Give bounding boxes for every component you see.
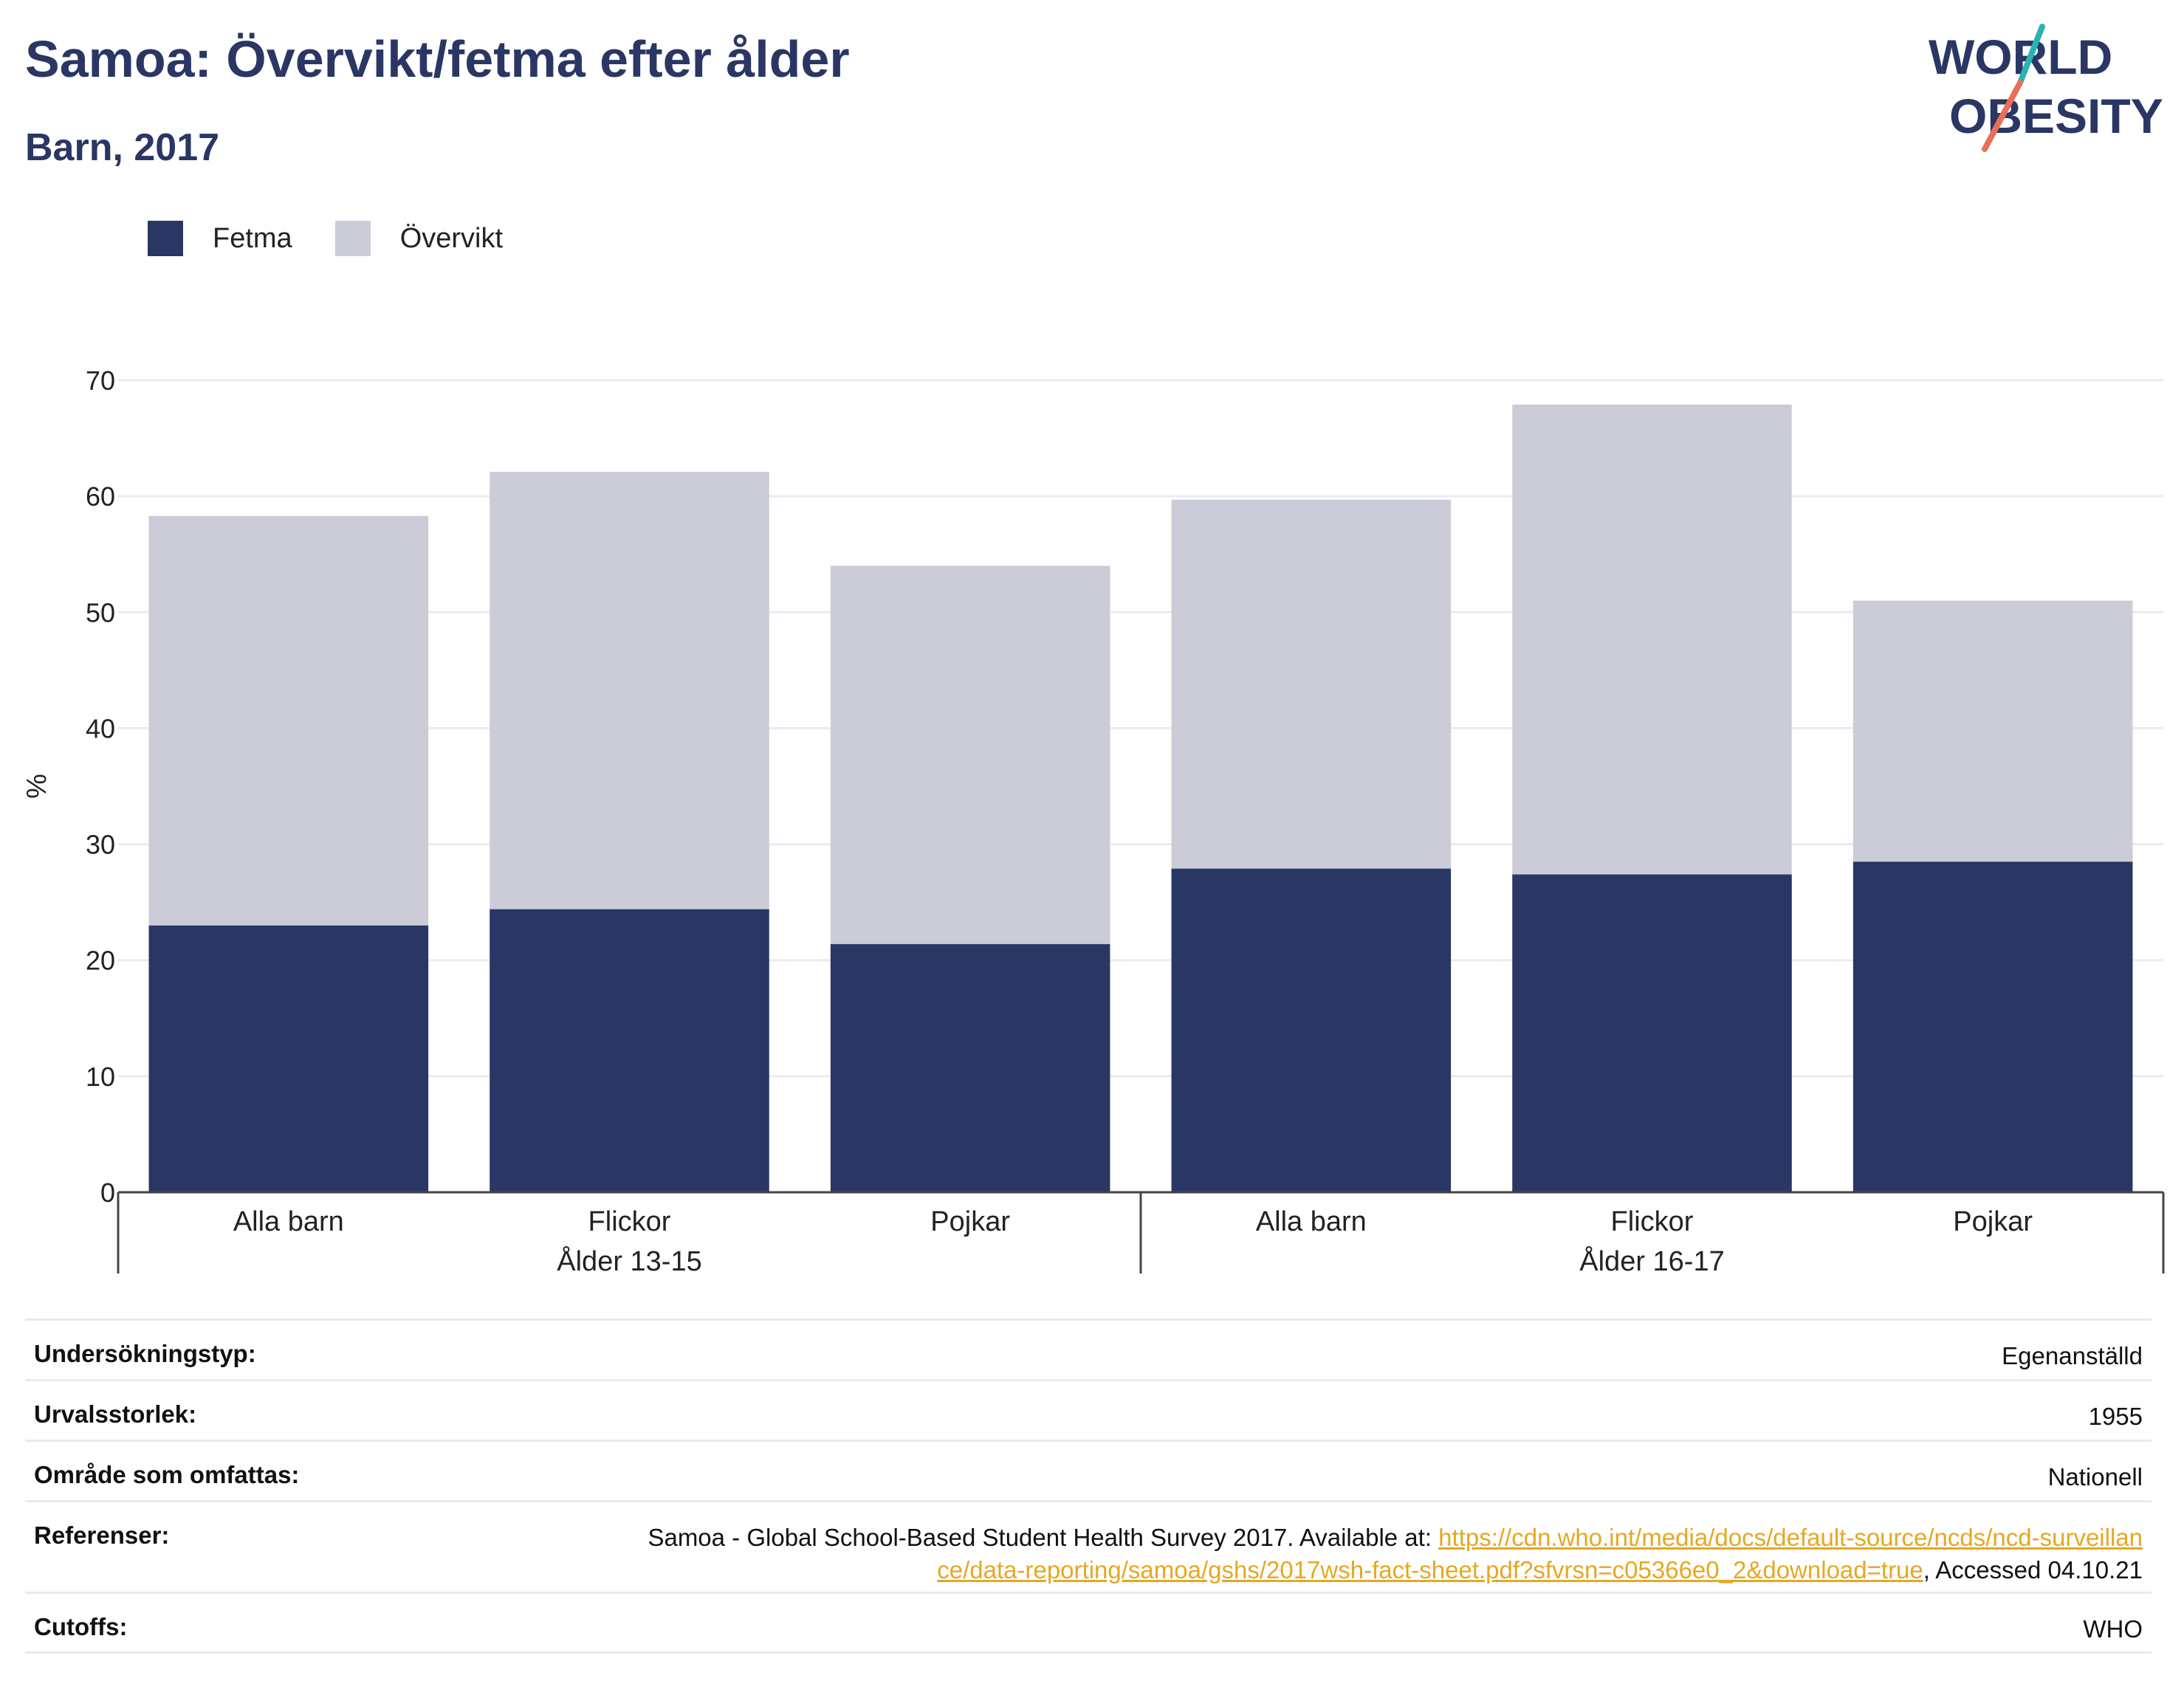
- bar-fetma: [148, 925, 429, 1192]
- reference-text: Samoa - Global School-Based Student Heal…: [648, 1524, 1439, 1551]
- y-tick-label: 0: [100, 1177, 115, 1208]
- info-row-references: Referenser: Samoa - Global School-Based …: [25, 1500, 2152, 1592]
- y-tick-label: 60: [86, 481, 115, 512]
- sample-size-value: 1955: [2088, 1403, 2143, 1430]
- info-row-cutoffs: Cutoffs: WHO: [25, 1592, 2152, 1654]
- stacked-bar-chart: 0 10 20 30 40 50 60 70% Alla barn Flickor Pojkar Al…: [21, 365, 2165, 1277]
- x-tick-label: Alla barn: [233, 1206, 344, 1237]
- y-tick-label: 50: [86, 597, 115, 628]
- bar-fetma: [1512, 874, 1792, 1192]
- legend-label-overvikt: Övervikt: [399, 222, 504, 254]
- sample-size-label: Urvalsstorlek:: [34, 1400, 197, 1428]
- legend-item-overvikt[interactable]: Övervikt: [334, 221, 504, 256]
- cutoffs-label: Cutoffs:: [34, 1613, 128, 1640]
- x-tick-label: Pojkar: [1953, 1206, 2033, 1237]
- legend-swatch-overvikt: [334, 221, 371, 256]
- bar-fetma: [1852, 862, 2133, 1192]
- bar-overvikt: [490, 472, 769, 910]
- y-tick-label: 10: [86, 1062, 115, 1092]
- bar-fetma: [490, 909, 769, 1192]
- x-tick-label: Alla barn: [1256, 1206, 1367, 1237]
- logo-slash-teal: [2017, 24, 2045, 86]
- group-label: Ålder 13-15: [557, 1245, 701, 1277]
- y-tick-label: 40: [86, 713, 115, 743]
- references-label: Referenser:: [34, 1522, 170, 1549]
- info-table: Undersökningstyp: Egenanställd Urvalssto…: [25, 1318, 2152, 1654]
- info-row-survey-type: Undersökningstyp: Egenanställd: [25, 1318, 2152, 1379]
- legend-swatch-fetma: [148, 221, 183, 256]
- x-tick-label: Pojkar: [930, 1206, 1010, 1237]
- legend-label-fetma: Fetma: [213, 222, 292, 254]
- coverage-value: Nationell: [2047, 1463, 2143, 1491]
- y-tick-label: 70: [86, 365, 115, 396]
- group-label: Ålder 16-17: [1579, 1245, 1724, 1277]
- bar-overvikt: [1171, 499, 1452, 869]
- reference-link[interactable]: https://cdn.who.int/media/docs/default-s…: [937, 1524, 2143, 1584]
- survey-type-label: Undersökningstyp:: [34, 1340, 256, 1367]
- x-tick-label: Flickor: [588, 1206, 671, 1237]
- bar-fetma: [830, 943, 1110, 1192]
- y-axis-title: %: [21, 774, 52, 799]
- references-value: Samoa - Global School-Based Student Heal…: [644, 1522, 2143, 1586]
- y-tick-label: 30: [86, 830, 115, 860]
- logo-line-obesity: OBESITY: [1949, 89, 2163, 143]
- info-row-sample-size: Urvalsstorlek: 1955: [25, 1379, 2152, 1440]
- reference-accessed: , Accessed 04.10.21: [1923, 1556, 2143, 1584]
- info-row-coverage: Område som omfattas: Nationell: [25, 1440, 2152, 1500]
- bar-overvikt: [1512, 405, 1792, 875]
- x-tick-label: Flickor: [1611, 1206, 1694, 1237]
- bar-overvikt: [148, 515, 429, 926]
- bar-overvikt: [1852, 600, 2133, 862]
- legend: Fetma Övervikt: [148, 218, 546, 259]
- cutoffs-value: WHO: [2083, 1615, 2143, 1643]
- bar-fetma: [1171, 868, 1452, 1192]
- y-tick-label: 20: [86, 946, 115, 976]
- bar-overvikt: [830, 565, 1110, 944]
- chart-subtitle: Barn, 2017: [25, 126, 220, 169]
- logo-slash-coral: [1982, 80, 2023, 152]
- legend-item-fetma[interactable]: Fetma: [148, 221, 292, 256]
- survey-type-value: Egenanställd: [2002, 1342, 2143, 1369]
- chart-title: Samoa: Övervikt/fetma efter ålder: [25, 30, 850, 88]
- world-obesity-logo: WORLD OBESITY: [1929, 24, 2163, 152]
- coverage-label: Område som omfattas:: [34, 1461, 300, 1488]
